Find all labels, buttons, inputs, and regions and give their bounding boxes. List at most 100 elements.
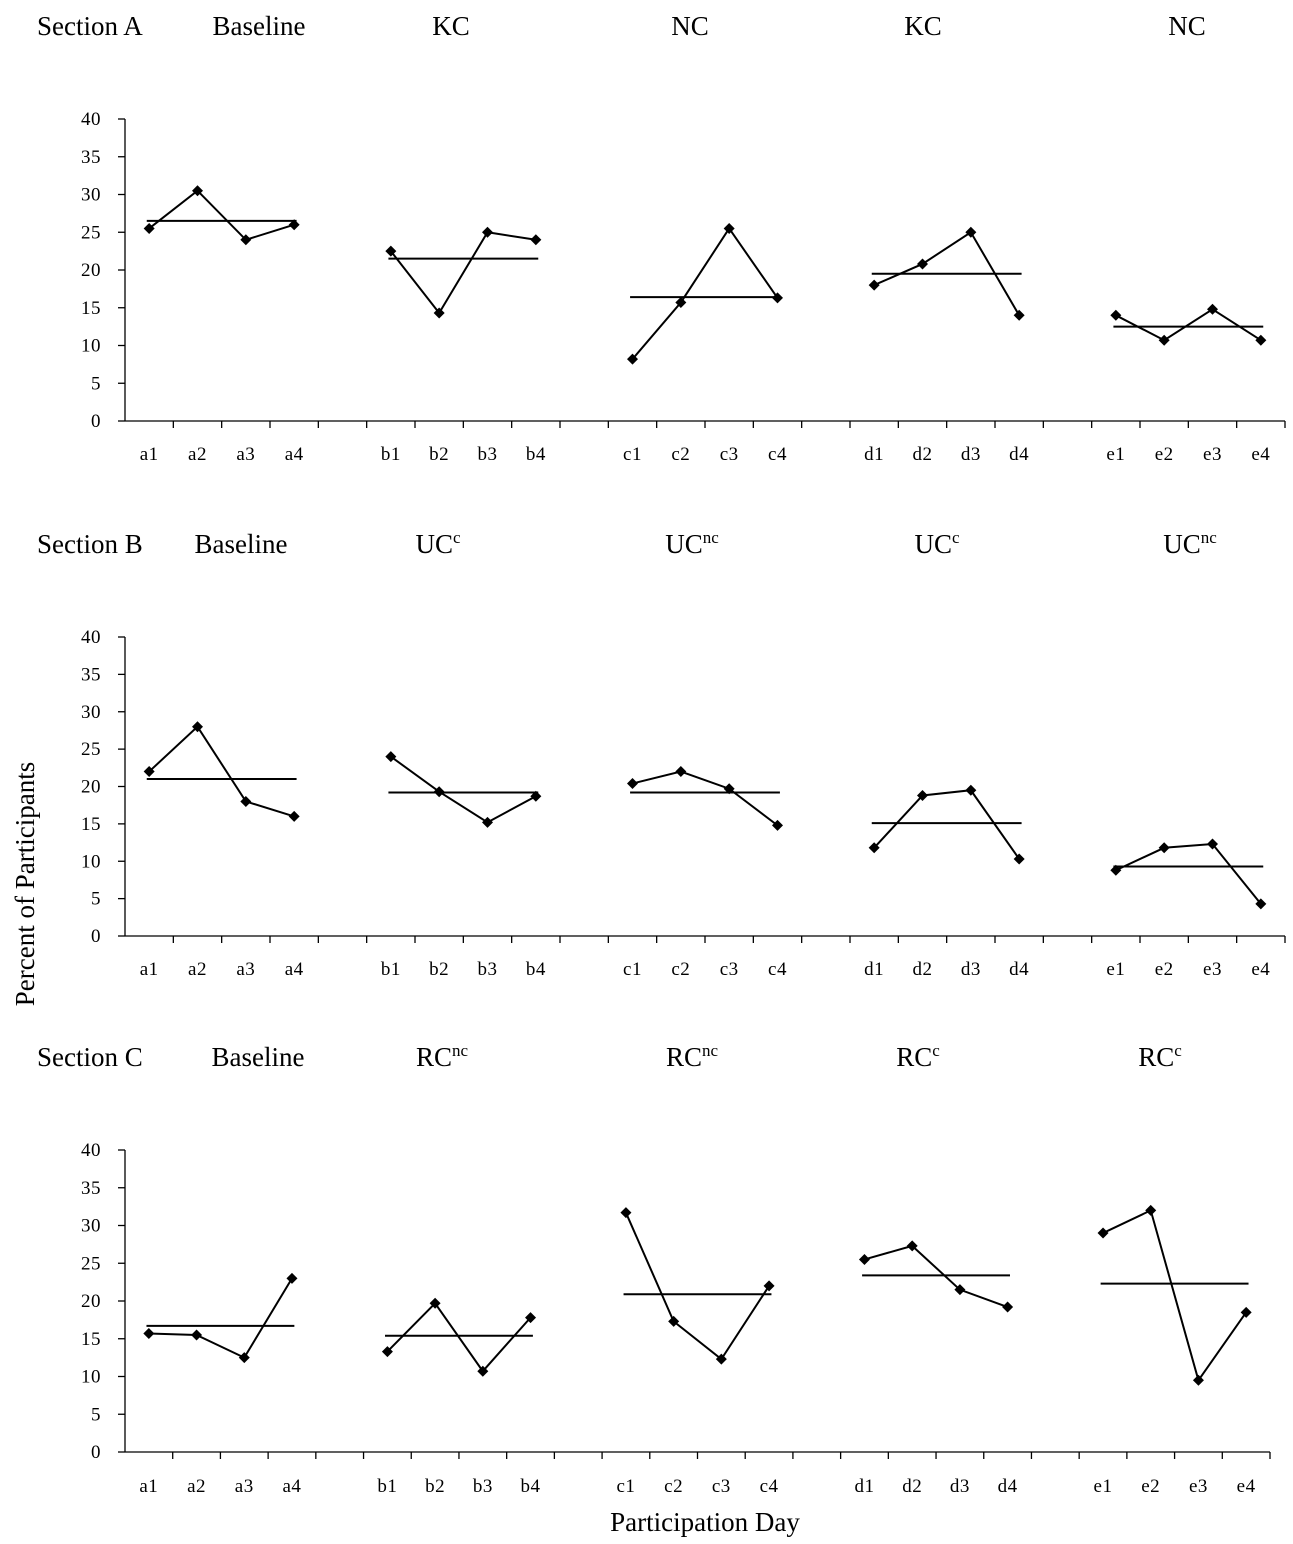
- panel-a-data-point: [192, 185, 203, 197]
- panel-a-data-point: [627, 353, 638, 365]
- panel-c-data-point: [381, 1346, 393, 1358]
- panel-a-x-tick-label: c1: [623, 444, 642, 465]
- panel-a-x-tick-label: d4: [1009, 444, 1029, 465]
- panel-c-x-tick-label: d2: [902, 1476, 922, 1497]
- panel-c-x-tick-label: c3: [712, 1476, 731, 1497]
- panel-a-data-point: [675, 296, 687, 308]
- panel-a-data-point: [482, 226, 493, 238]
- panel-b-y-tick-label: 10: [81, 851, 101, 872]
- panel-b-series-line: [873, 789, 1020, 860]
- panel-c-x-tick-label: a2: [187, 1476, 206, 1497]
- panel-c-data-point: [620, 1207, 632, 1219]
- panel-a-series-line: [1115, 308, 1262, 342]
- panel-a-y-tick-label: 30: [81, 185, 101, 206]
- panel-a-x-tick-label: a3: [236, 444, 255, 465]
- x-axis-title: Participation Day: [610, 1507, 800, 1537]
- panel-a-x-tick-label: c4: [768, 444, 787, 465]
- panel-a-x-tick-label: b1: [381, 444, 401, 465]
- panel-c-data-point: [668, 1315, 680, 1327]
- panel-c-y-tick-label: 0: [91, 1442, 101, 1463]
- panel-c-y-tick-label: 20: [81, 1291, 101, 1312]
- panel-c-x-tick-label: b1: [377, 1476, 397, 1497]
- panel-a-x-tick-label: b2: [429, 444, 449, 465]
- panel-c-series-line: [864, 1244, 1008, 1308]
- panel-b-y-tick-label: 20: [81, 777, 101, 798]
- panel-a-series-line: [148, 189, 295, 241]
- panel-b-x-tick-label: d3: [961, 959, 981, 980]
- panel-c-phase-label: RCnc: [666, 1041, 719, 1072]
- panel-c-y-tick-label: 5: [91, 1404, 101, 1425]
- panel-a-x-tick-label: c3: [720, 444, 739, 465]
- panel-a-x-tick-label: a4: [285, 444, 304, 465]
- panel-a-y-tick-label: 35: [81, 147, 101, 168]
- panel-a-x-tick-label: d3: [961, 444, 981, 465]
- panel-c-x-tick-label: c1: [616, 1476, 635, 1497]
- panel-c-x-tick-label: b4: [521, 1476, 541, 1497]
- panel-a-y-tick-label: 5: [91, 373, 101, 394]
- panel-c-data-point: [143, 1327, 155, 1339]
- panel-b-phase-label: Baseline: [195, 529, 288, 559]
- panel-c-data-point: [1097, 1227, 1109, 1239]
- panel-b-data-point: [1207, 838, 1218, 850]
- panel-b-data-point: [530, 790, 542, 802]
- panel-a-data-point: [288, 219, 300, 231]
- panel-c-x-tick-label: d1: [854, 1476, 874, 1497]
- panel-a-x-tick-label: b4: [526, 444, 546, 465]
- panel-b-data-point: [192, 721, 203, 733]
- panel-a-data-point: [240, 234, 252, 246]
- panel-a-phase-label: NC: [671, 11, 709, 41]
- panel-b-x-tick-label: e2: [1155, 959, 1174, 980]
- y-axis-title: Percent of Participants: [10, 762, 40, 1006]
- panel-b-data-point: [675, 766, 687, 778]
- panel-b-y-tick-label: 40: [81, 627, 101, 648]
- panel-a-phase-label: KC: [432, 11, 470, 41]
- panel-b-x-tick-label: c4: [768, 959, 787, 980]
- panel-c-phase-label: RCc: [896, 1041, 940, 1072]
- panel-c-y-tick-label: 10: [81, 1367, 101, 1388]
- panel-b-x-tick-label: d1: [864, 959, 884, 980]
- panel-c-data-point: [858, 1253, 870, 1265]
- panel-a-data-point: [530, 234, 542, 246]
- panel-c-data-point: [477, 1365, 489, 1377]
- panel-a-x-tick-label: d2: [913, 444, 933, 465]
- panel-b-x-tick-label: c1: [623, 959, 642, 980]
- panel-b-data-point: [1013, 853, 1025, 865]
- panel-b-phase-label: UCnc: [665, 528, 719, 559]
- panel-a-data-point: [772, 292, 783, 304]
- panel-a-data-point: [965, 226, 977, 238]
- panel-c-y-tick-label: 30: [81, 1216, 101, 1237]
- panel-a-x-tick-label: e2: [1155, 444, 1174, 465]
- panel-a-y-tick-label: 10: [81, 336, 101, 357]
- panel-b-data-point: [385, 751, 397, 763]
- panel-a-x-tick-label: a2: [188, 444, 207, 465]
- panel-a-data-point: [917, 258, 928, 270]
- panel-c-data-point: [238, 1352, 250, 1364]
- panel-a-x-tick-label: d1: [864, 444, 884, 465]
- panel-b-y-tick-label: 35: [81, 664, 101, 685]
- panel-c-x-tick-label: d4: [998, 1476, 1018, 1497]
- panel-c-data-point: [429, 1297, 441, 1309]
- panel-c-y-tick-label: 15: [81, 1329, 101, 1350]
- panel-b-x-tick-label: e4: [1251, 959, 1270, 980]
- panel-c-y-tick-label: 25: [81, 1253, 101, 1274]
- panel-b-data-point: [1110, 864, 1122, 876]
- panel-b-phase-label: UCc: [415, 528, 461, 559]
- panel-b-x-tick-label: a2: [188, 959, 207, 980]
- panel-b-y-tick-label: 15: [81, 814, 101, 835]
- panel-b-data-point: [965, 784, 977, 796]
- panel-a-y-tick-label: 15: [81, 298, 101, 319]
- panel-a-data-point: [1255, 334, 1267, 346]
- panel-b-phase-label: UCc: [914, 528, 960, 559]
- panel-a-phase-label: KC: [904, 11, 942, 41]
- panel-c-data-point: [1240, 1306, 1252, 1318]
- panel-b-y-tick-label: 0: [91, 926, 101, 947]
- panel-b-data-point: [627, 778, 638, 790]
- panel-a-phase-label: NC: [1168, 11, 1206, 41]
- panel-b-x-tick-label: b4: [526, 959, 546, 980]
- panel-c-phase-label: RCc: [1138, 1041, 1182, 1072]
- panel-a-y-tick-label: 40: [81, 109, 101, 130]
- panel-b-data-point: [1158, 842, 1170, 854]
- panel-b-x-tick-label: b1: [381, 959, 401, 980]
- panel-b-x-tick-label: e3: [1203, 959, 1222, 980]
